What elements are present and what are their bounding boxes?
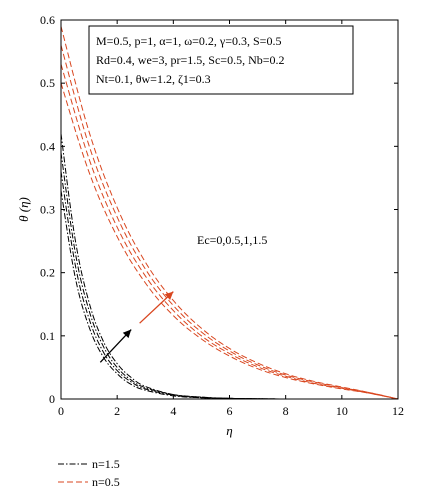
y-tick-label: 0.2 <box>40 266 55 280</box>
y-tick-label: 0.3 <box>40 203 55 217</box>
series-line-n05-ec0 <box>60 83 399 400</box>
axis-ticks: 0 2 4 6 8 10 12 0 0.1 0.2 0.3 0.4 0.5 0.6 <box>40 13 404 418</box>
x-tick-label: 4 <box>170 404 176 418</box>
x-axis-title: η <box>226 423 232 438</box>
parameter-line-1: M=0.5, p=1, α=1, ω=0.2, γ=0.3, S=0.5 <box>96 34 281 48</box>
y-tick-label: 0 <box>49 392 55 406</box>
y-tick-label: 0.4 <box>40 139 55 153</box>
series-line-n15-ec2 <box>60 152 398 400</box>
x-tick-label: 0 <box>58 404 64 418</box>
parameter-box: M=0.5, p=1, α=1, ω=0.2, γ=0.3, S=0.5 Rd=… <box>88 25 354 95</box>
parameter-box-frame <box>88 25 354 95</box>
series-line-n15-ec0 <box>60 190 398 400</box>
series-line-n15-ec1 <box>60 171 398 400</box>
x-tick-label: 2 <box>114 404 120 418</box>
ec-annotation: Ec=0,0.5,1,1.5 <box>197 233 267 247</box>
x-tick-label: 12 <box>392 404 404 418</box>
y-tick-label: 0.5 <box>40 76 55 90</box>
trend-arrow-head <box>122 329 132 339</box>
legend-label-n15: n=1.5 <box>92 457 120 471</box>
series-line-n15-ec3 <box>60 133 398 400</box>
series-line-n05-ec2 <box>60 45 399 400</box>
x-tick-label: 6 <box>227 404 233 418</box>
parameter-line-2: Rd=0.4, we=3, pr=1.5, Sc=0.5, Nb=0.2 <box>96 53 285 67</box>
trend-arrows <box>99 291 174 363</box>
y-tick-label: 0.6 <box>40 13 55 27</box>
legend-label-n05: n=0.5 <box>92 475 120 489</box>
y-axis-title: θ (η) <box>16 197 31 222</box>
parameter-line-3: Nt=0.1, θw=1.2, ζ1=0.3 <box>96 72 211 86</box>
x-tick-label: 10 <box>336 404 348 418</box>
trend-arrow-head <box>164 291 174 301</box>
x-tick-label: 8 <box>283 404 289 418</box>
legend: n=1.5 n=0.5 <box>58 457 120 489</box>
y-tick-label: 0.1 <box>40 329 55 343</box>
series-line-n05-ec1 <box>60 64 399 400</box>
